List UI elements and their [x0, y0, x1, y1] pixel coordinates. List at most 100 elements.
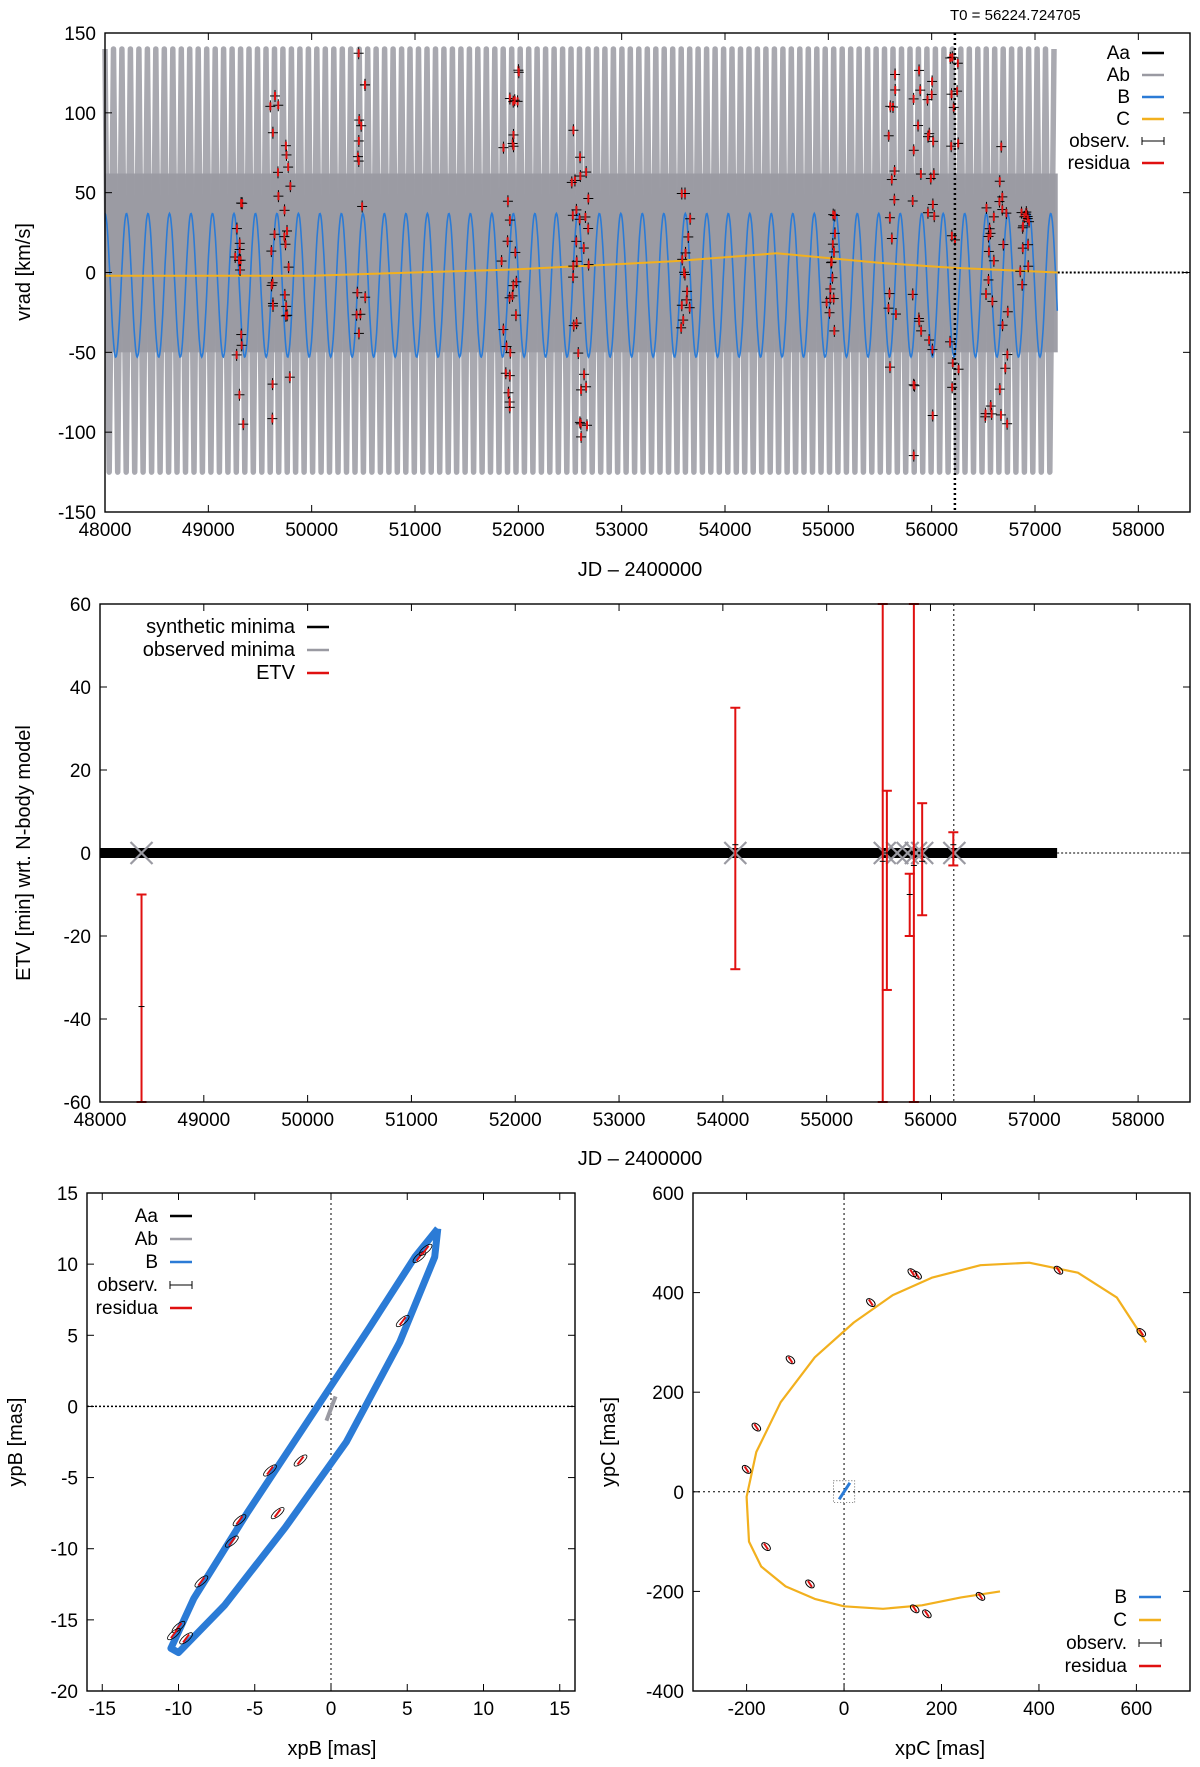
- orbit-b-curve: [167, 1226, 442, 1657]
- etv-ytick-label: 20: [70, 761, 91, 782]
- etv-x-axis-label: JD – 2400000: [578, 1148, 703, 1170]
- etv-xtick-label: 48000: [74, 1110, 127, 1131]
- orbit-c-error-ellipse: [1136, 1327, 1147, 1337]
- etv-xtick-label: 52000: [489, 1110, 542, 1131]
- rv-data-layer: [102, 33, 1190, 512]
- orbit-b-error-ellipse: [418, 1243, 433, 1256]
- orbit-c-curve: [745, 1261, 1148, 1610]
- orbit-b-axis-ticks: -15 -10 -5 0 5 10 15 -20 -15 -10 -5 0 5 10 15: [51, 1184, 575, 1720]
- orbit-b-legend-label: Ab: [135, 1229, 158, 1250]
- rv-plot-frame: [104, 32, 1191, 513]
- orbit-b-residual: [235, 1515, 244, 1525]
- orbit-c-plot-frame: [692, 1192, 1191, 1692]
- orbit-c-legend-label: B: [1114, 1587, 1127, 1608]
- orbit-b-residual: [228, 1536, 236, 1547]
- orbit-c-error-ellipse: [909, 1604, 920, 1614]
- orbit-c-error-ellipse: [741, 1464, 752, 1474]
- orbit-b-xtick-label: 5: [402, 1699, 413, 1720]
- rv-ytick-label: -100: [58, 423, 96, 444]
- orbit-c-error-ellipse: [1053, 1265, 1064, 1275]
- orbit-b-residual: [398, 1316, 407, 1326]
- rv-ytick-label: 150: [64, 24, 96, 45]
- orbit-b-error-ellipse: [167, 1628, 181, 1641]
- rv-b-curve: [104, 211, 1059, 359]
- orbit-c-residual: [911, 1605, 918, 1613]
- etv-xtick-label: 49000: [177, 1110, 230, 1131]
- orbit-c-ytick-label: 600: [652, 1184, 684, 1205]
- orbit-b-ytick-label: -20: [51, 1682, 78, 1703]
- etv-xtick-label: 51000: [385, 1110, 438, 1131]
- rv-xtick-label: 58000: [1112, 520, 1165, 541]
- orbit-b-error-ellipse: [412, 1250, 427, 1264]
- orbit-c-error-ellipse: [751, 1422, 762, 1432]
- orbit-b-error-ellipse: [225, 1535, 239, 1548]
- rv-xtick-label: 56000: [905, 520, 958, 541]
- orbit-b-residual: [182, 1633, 190, 1643]
- etv-observed-minimum: [885, 841, 910, 865]
- etv-xtick-label: 54000: [696, 1110, 749, 1131]
- orbit-c-legend-label: residua: [1065, 1656, 1128, 1677]
- rv-xtick-label: 53000: [595, 520, 648, 541]
- etv-xtick-label: 55000: [800, 1110, 853, 1131]
- etv-ytick-label: -40: [64, 1010, 91, 1031]
- orbit-b-residual: [197, 1576, 206, 1587]
- orbit-b-chart: -15 -10 -5 0 5 10 15 -20 -15 -10 -5 0 5 10 15 xpB [mas…: [5, 1184, 576, 1760]
- orbit-b-legend-label: B: [145, 1252, 158, 1273]
- etv-observed-minimum: [129, 841, 154, 865]
- rv-ytick-label: 50: [75, 184, 96, 205]
- etv-ytick-label: -20: [64, 927, 91, 948]
- orbit-b-ytick-label: 0: [67, 1397, 78, 1418]
- orbit-b-legend-label: observ.: [97, 1275, 158, 1296]
- orbit-c-residual: [763, 1543, 769, 1551]
- orbit-b-ab-marker: [324, 1395, 338, 1422]
- rv-legend-label: Aa: [1107, 43, 1131, 64]
- orbit-c-ytick-label: -200: [646, 1582, 684, 1603]
- orbit-c-error-ellipse: [907, 1268, 918, 1278]
- rv-y-axis-label: vrad [km/s]: [13, 223, 35, 321]
- orbit-b-xtick-label: 0: [326, 1699, 337, 1720]
- orbit-b-xtick-label: 10: [473, 1699, 494, 1720]
- orbit-c-xtick-label: 600: [1121, 1699, 1153, 1720]
- rv-ytick-label: 100: [64, 104, 96, 125]
- orbit-b-legend-label: Aa: [135, 1206, 159, 1227]
- orbit-c-residual: [977, 1592, 984, 1600]
- orbit-c-ytick-label: -400: [646, 1682, 684, 1703]
- orbit-b-residual: [266, 1465, 274, 1476]
- orbit-c-legend-label: C: [1113, 1610, 1127, 1631]
- etv-xtick-label: 58000: [1112, 1110, 1165, 1131]
- orbit-b-xtick-label: 15: [549, 1699, 570, 1720]
- orbit-c-error-ellipse: [805, 1579, 815, 1589]
- etv-y-axis-label: ETV [min] wrt. N-body model: [13, 725, 35, 981]
- etv-observed-minimum: [942, 841, 967, 865]
- orbit-c-xtick-label: -200: [728, 1699, 766, 1720]
- orbit-c-residual: [914, 1271, 920, 1279]
- orbit-c-residual: [753, 1423, 760, 1431]
- rv-xtick-label: 52000: [492, 520, 545, 541]
- etv-plot-frame: [99, 603, 1191, 1103]
- orbit-c-error-ellipse: [866, 1298, 876, 1308]
- rv-xtick-label: 54000: [699, 520, 752, 541]
- orbit-b-error-ellipse: [179, 1632, 193, 1645]
- orbit-b-ytick-label: 15: [57, 1184, 78, 1205]
- orbit-c-data-layer: [693, 1193, 1190, 1691]
- orbit-b-residual: [273, 1508, 282, 1518]
- etv-axis-ticks: 48000 49000 50000 51000 52000 53000 54000 55000…: [64, 595, 1190, 1131]
- rv-legend-label: B: [1117, 87, 1130, 108]
- rv-ytick-label: 0: [85, 264, 96, 285]
- orbit-b-xtick-label: -5: [246, 1699, 263, 1720]
- etv-ytick-label: 40: [70, 678, 91, 699]
- orbit-b-error-ellipse: [263, 1464, 277, 1477]
- etv-chart: 48000 49000 50000 51000 52000 53000 54000 55000…: [13, 595, 1191, 1170]
- orbit-b-xtick-label: -10: [165, 1699, 192, 1720]
- orbit-c-residual: [1055, 1266, 1062, 1274]
- rv-ytick-label: -50: [69, 343, 96, 364]
- etv-xtick-label: 57000: [1008, 1110, 1061, 1131]
- orbit-b-ytick-label: -15: [51, 1611, 78, 1632]
- orbit-c-chart: -200 0 200 400 600 -400 -200 0 200 400 600 xpC [ma…: [598, 1184, 1191, 1760]
- orbit-c-residual: [1138, 1328, 1145, 1336]
- orbit-b-ytick-label: 10: [57, 1255, 78, 1276]
- orbit-c-axis-ticks: -200 0 200 400 600 -400 -200 0 200 400 600: [646, 1184, 1190, 1720]
